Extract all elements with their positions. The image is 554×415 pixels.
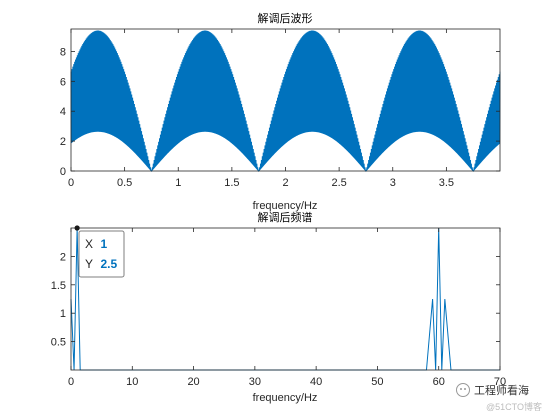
data-tip-y-key: Y — [85, 257, 93, 271]
axes2-xlabel: frequency/Hz — [253, 392, 318, 404]
data-tip-y-value: 2.5 — [100, 257, 117, 271]
axes2-box — [70, 227, 501, 371]
xtick-label: 40 — [310, 376, 322, 388]
ytick-label: 8 — [60, 46, 66, 58]
axes1-xlabel: frequency/Hz — [253, 200, 318, 212]
data-tip-marker[interactable] — [74, 225, 80, 231]
data-tip-x-key: X — [85, 237, 93, 251]
axes2-yticks: 0.5 1 1.5 2 — [51, 251, 500, 349]
ytick-label: 1.5 — [51, 280, 66, 292]
xtick-label: 0.5 — [117, 177, 132, 189]
axes-time-waveform: 解调后波形 0 0.5 1 1.5 2 2.5 3 3.5 0 2 4 6 8 frequency/H… — [60, 11, 501, 212]
ytick-label: 4 — [60, 106, 66, 118]
ytick-label: 1 — [60, 308, 66, 320]
xtick-label: 20 — [187, 376, 199, 388]
ytick-label: 2 — [60, 136, 66, 148]
wechat-icon — [456, 383, 470, 397]
data-tip-x-value: 1 — [100, 237, 107, 251]
ytick-label: 6 — [60, 76, 66, 88]
axes2-title: 解调后频谱 — [258, 210, 313, 224]
watermark-text: 工程师看海 — [474, 383, 529, 397]
axes2-plot-area[interactable] — [70, 227, 500, 371]
watermark-subtext: @51CTO博客 — [486, 401, 542, 412]
axes1-plot-area[interactable] — [70, 30, 501, 173]
xtick-label: 1.5 — [224, 177, 239, 189]
data-tip[interactable]: X 1 Y 2.5 — [74, 225, 125, 278]
watermark: 工程师看海 @51CTO博客 — [456, 383, 542, 412]
data-tip-x-row: X 1 — [85, 235, 107, 252]
data-tip-box — [78, 230, 125, 278]
ytick-label: 0.5 — [51, 337, 66, 349]
xtick-label: 0 — [68, 177, 74, 189]
xtick-label: 3 — [390, 177, 396, 189]
spectrum-series-line — [70, 227, 500, 371]
xtick-label: 0 — [68, 376, 74, 388]
xtick-label: 2 — [282, 177, 288, 189]
waveform-series-line — [70, 30, 501, 173]
xtick-label: 70 — [494, 376, 506, 388]
xtick-label: 30 — [249, 376, 261, 388]
xtick-label: 2.5 — [331, 177, 346, 189]
axes-spectrum: 解调后频谱 0 10 20 30 40 50 60 70 0.5 1 1.5 2 frequency… — [51, 210, 506, 404]
axes2-xticks: 0 10 20 30 40 50 60 70 — [68, 228, 506, 388]
xtick-label: 1 — [175, 177, 181, 189]
axes1-yticks: 0 2 4 6 8 — [60, 46, 500, 178]
axes1-title: 解调后波形 — [258, 11, 313, 25]
ytick-label: 0 — [60, 166, 66, 178]
xtick-label: 50 — [371, 376, 383, 388]
xtick-label: 3.5 — [439, 177, 454, 189]
xtick-label: 10 — [126, 376, 138, 388]
axes1-xticks: 0 0.5 1 1.5 2 2.5 3 3.5 — [68, 29, 454, 189]
data-tip-y-row: Y 2.5 — [85, 255, 117, 272]
xtick-label: 60 — [433, 376, 445, 388]
ytick-label: 2 — [60, 251, 66, 263]
